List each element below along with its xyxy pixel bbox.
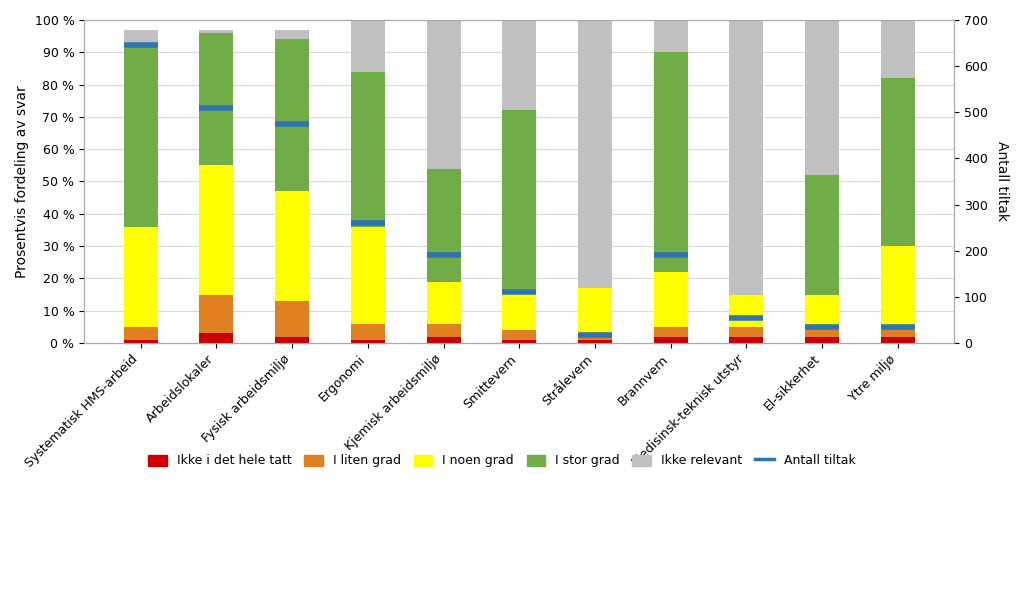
Bar: [653, 20, 688, 52]
Bar: [427, 323, 461, 337]
Bar: [275, 40, 309, 191]
Y-axis label: Antall tiltak: Antall tiltak: [995, 142, 1009, 221]
Bar: [275, 30, 309, 40]
Bar: [805, 20, 840, 175]
Bar: [351, 340, 385, 343]
Bar: [351, 227, 385, 323]
Bar: [200, 333, 233, 343]
Bar: [729, 20, 764, 295]
Bar: [881, 246, 914, 327]
Bar: [427, 10, 461, 168]
Bar: [427, 337, 461, 343]
Bar: [502, 16, 537, 110]
Legend: Ikke i det hele tatt, I liten grad, I noen grad, I stor grad, Ikke relevant, Ant: Ikke i det hele tatt, I liten grad, I no…: [143, 450, 860, 472]
Bar: [124, 227, 158, 327]
Bar: [881, 78, 914, 246]
Bar: [805, 337, 840, 343]
Bar: [200, 165, 233, 295]
Bar: [351, 72, 385, 227]
Bar: [578, 288, 612, 333]
Bar: [729, 295, 764, 327]
Bar: [200, 30, 233, 33]
Bar: [124, 30, 158, 43]
Bar: [881, 327, 914, 337]
Bar: [124, 43, 158, 227]
Bar: [653, 52, 688, 272]
Bar: [200, 33, 233, 165]
Bar: [578, 340, 612, 343]
Bar: [502, 110, 537, 292]
Bar: [653, 272, 688, 327]
Y-axis label: Prosentvis fordeling av svar: Prosentvis fordeling av svar: [15, 85, 29, 278]
Bar: [729, 327, 764, 337]
Bar: [805, 175, 840, 295]
Bar: [351, 20, 385, 72]
Bar: [200, 295, 233, 333]
Bar: [578, 20, 612, 288]
Bar: [275, 301, 309, 337]
Bar: [427, 168, 461, 282]
Bar: [275, 191, 309, 301]
Bar: [124, 327, 158, 340]
Bar: [427, 282, 461, 323]
Bar: [502, 330, 537, 340]
Bar: [653, 337, 688, 343]
Bar: [502, 292, 537, 330]
Bar: [805, 295, 840, 327]
Bar: [805, 327, 840, 337]
Bar: [881, 16, 914, 78]
Bar: [578, 333, 612, 340]
Bar: [881, 337, 914, 343]
Bar: [351, 323, 385, 340]
Bar: [124, 340, 158, 343]
Bar: [502, 340, 537, 343]
Bar: [275, 337, 309, 343]
Bar: [653, 327, 688, 337]
Bar: [729, 337, 764, 343]
